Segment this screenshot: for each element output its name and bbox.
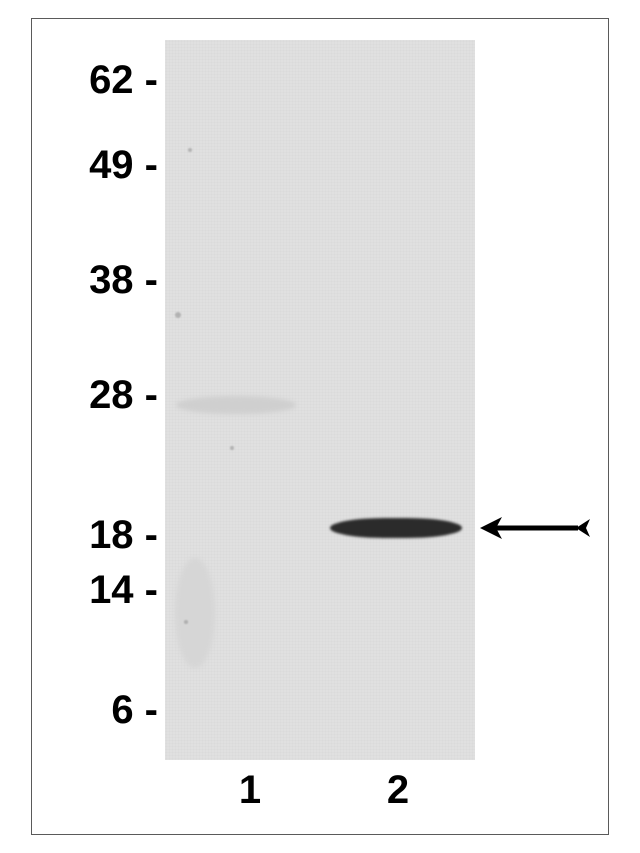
speck [188, 148, 192, 152]
smudge [175, 558, 215, 668]
mw-label: 38 - [89, 258, 158, 303]
speck [230, 446, 234, 450]
mw-label: 28 - [89, 373, 158, 418]
lane-label: 1 [230, 768, 270, 813]
mw-label: 18 - [89, 513, 158, 558]
lane-label: 2 [378, 768, 418, 813]
mw-label: 62 - [89, 58, 158, 103]
mw-label: 49 - [89, 143, 158, 188]
speck [175, 312, 181, 318]
smudge [176, 396, 296, 414]
mw-label: 6 - [111, 688, 158, 733]
blot-band [330, 518, 462, 538]
speck [184, 620, 188, 624]
mw-label: 14 - [89, 568, 158, 613]
